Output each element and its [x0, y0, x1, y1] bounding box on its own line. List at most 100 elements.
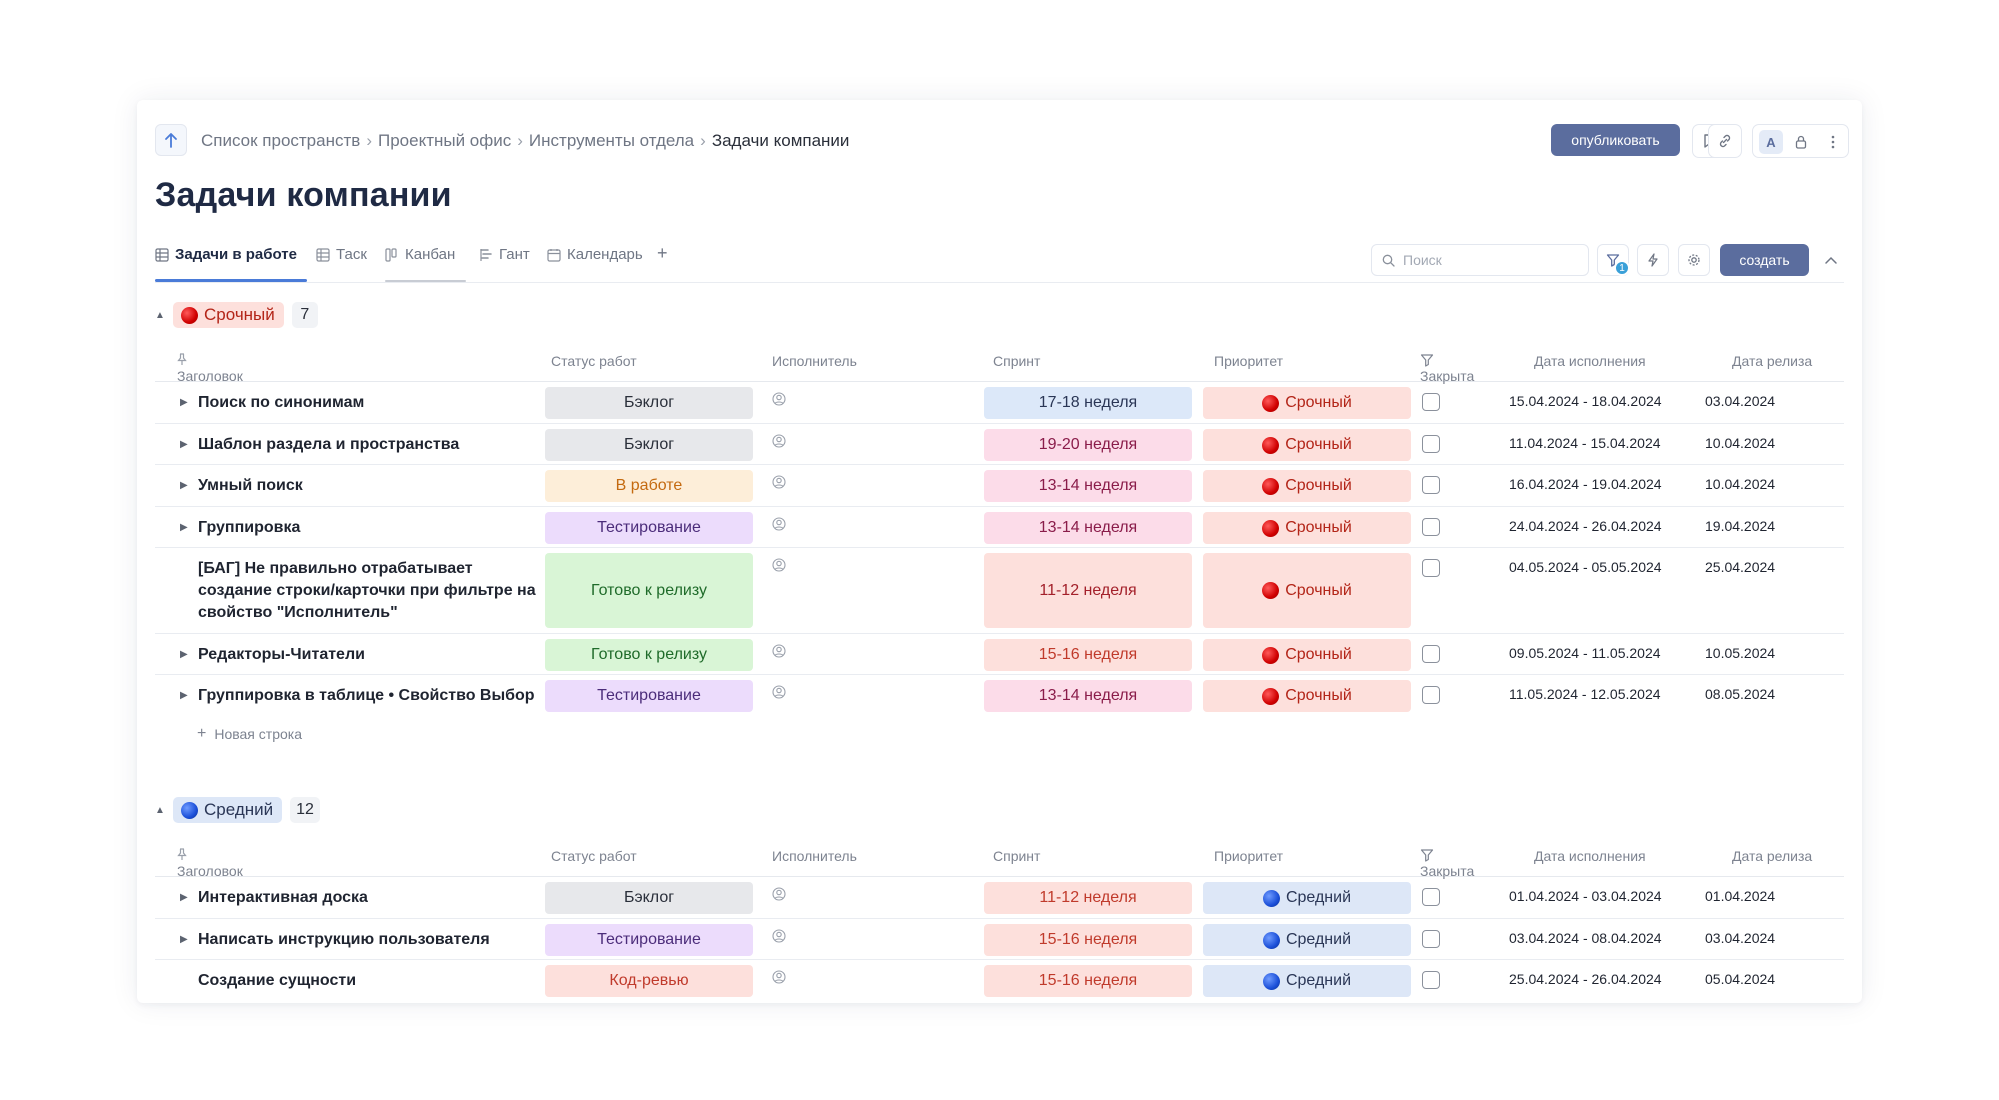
group-header-urgent[interactable]: ▲ Срочный 7 [155, 300, 318, 330]
closed-checkbox[interactable] [1422, 888, 1440, 906]
search-box[interactable] [1371, 244, 1589, 276]
due-date[interactable]: 16.04.2024 - 19.04.2024 [1509, 476, 1662, 492]
priority-badge[interactable]: Срочный [1203, 387, 1411, 419]
status-badge[interactable]: Готово к релизу [545, 639, 753, 671]
col-sprint[interactable]: Спринт [993, 848, 1041, 864]
task-title[interactable]: Умный поиск [198, 477, 303, 494]
table-row[interactable]: ▶ Поиск по синонимам Бэклог 17-18 неделя… [155, 382, 1844, 424]
release-date[interactable]: 10.04.2024 [1705, 435, 1776, 451]
status-badge[interactable]: Код-ревью [545, 965, 753, 997]
release-date[interactable]: 19.04.2024 [1705, 518, 1776, 534]
release-date[interactable]: 03.04.2024 [1705, 393, 1776, 409]
lock-button[interactable] [1789, 130, 1813, 154]
settings-button[interactable] [1678, 244, 1710, 276]
sprint-badge[interactable]: 11-12 неделя [984, 553, 1192, 628]
user-icon[interactable] [772, 970, 786, 984]
release-date[interactable]: 08.05.2024 [1705, 686, 1776, 702]
priority-badge[interactable]: Срочный [1203, 680, 1411, 712]
task-title[interactable]: Редакторы-Читатели [198, 646, 365, 663]
table-row[interactable]: ▶ Умный поиск В работе 13-14 неделя Сроч… [155, 465, 1844, 507]
expand-row-icon[interactable]: ▶ [180, 397, 188, 408]
col-priority[interactable]: Приоритет [1214, 848, 1284, 864]
col-status[interactable]: Статус работ [551, 353, 637, 369]
closed-checkbox[interactable] [1422, 393, 1440, 411]
sprint-badge[interactable]: 15-16 неделя [984, 965, 1192, 997]
status-badge[interactable]: Готово к релизу [545, 553, 753, 628]
expand-row-icon[interactable]: ▶ [180, 522, 188, 533]
table-row[interactable]: ▶ Интерактивная доска Бэклог 11-12 недел… [155, 877, 1844, 919]
user-icon[interactable] [772, 475, 786, 489]
tab-kanban[interactable]: Канбан [385, 238, 466, 282]
due-date[interactable]: 11.04.2024 - 15.04.2024 [1509, 435, 1661, 451]
sprint-badge[interactable]: 11-12 неделя [984, 882, 1192, 914]
filter-icon[interactable] [1420, 353, 1434, 367]
status-badge[interactable]: Бэклог [545, 387, 753, 419]
col-sprint[interactable]: Спринт [993, 353, 1041, 369]
priority-badge[interactable]: Срочный [1203, 553, 1411, 628]
collapse-button[interactable] [1821, 250, 1841, 270]
task-title[interactable]: [БАГ] Не правильно отрабатывает создание… [198, 560, 536, 621]
col-priority[interactable]: Приоритет [1214, 353, 1284, 369]
new-row-button[interactable]: + Новая строка [197, 725, 302, 743]
status-badge[interactable]: В работе [545, 470, 753, 502]
sprint-badge[interactable]: 15-16 неделя [984, 639, 1192, 671]
due-date[interactable]: 04.05.2024 - 05.05.2024 [1509, 559, 1662, 575]
due-date[interactable]: 25.04.2024 - 26.04.2024 [1509, 971, 1662, 987]
col-due-date[interactable]: Дата исполнения [1534, 848, 1646, 864]
table-row[interactable]: ▶ Шаблон раздела и пространства Бэклог 1… [155, 424, 1844, 465]
tab-calendar[interactable]: Календарь [547, 238, 643, 282]
closed-checkbox[interactable] [1422, 435, 1440, 453]
breadcrumb-item[interactable]: Инструменты отдела [528, 131, 695, 150]
user-icon[interactable] [772, 558, 786, 572]
release-date[interactable]: 01.04.2024 [1705, 888, 1776, 904]
col-release-date[interactable]: Дата релиза [1732, 848, 1813, 864]
release-date[interactable]: 05.04.2024 [1705, 971, 1776, 987]
sprint-badge[interactable]: 15-16 неделя [984, 924, 1192, 956]
expand-row-icon[interactable]: ▶ [180, 439, 188, 450]
closed-checkbox[interactable] [1422, 645, 1440, 663]
status-badge[interactable]: Бэклог [545, 882, 753, 914]
expand-row-icon[interactable]: ▶ [180, 480, 188, 491]
closed-checkbox[interactable] [1422, 559, 1440, 577]
tab-tasks-in-progress[interactable]: Задачи в работе [155, 238, 307, 282]
table-row[interactable]: ▶ Редакторы-Читатели Готово к релизу 15-… [155, 634, 1844, 675]
closed-checkbox[interactable] [1422, 971, 1440, 989]
task-title[interactable]: Написать инструкцию пользователя [198, 931, 490, 948]
tab-gantt[interactable]: Гант [479, 238, 530, 282]
col-release-date[interactable]: Дата релиза [1732, 353, 1813, 369]
more-menu-button[interactable] [1821, 130, 1845, 154]
copy-link-button[interactable] [1708, 124, 1742, 158]
expand-row-icon[interactable]: ▶ [180, 892, 188, 903]
col-title[interactable]: Заголовок [177, 848, 243, 879]
sprint-badge[interactable]: 13-14 неделя [984, 470, 1192, 502]
due-date[interactable]: 01.04.2024 - 03.04.2024 [1509, 888, 1662, 904]
release-date[interactable]: 25.04.2024 [1705, 559, 1776, 575]
col-assignee[interactable]: Исполнитель [772, 848, 857, 864]
add-tab-button[interactable]: + [657, 238, 668, 282]
sprint-badge[interactable]: 17-18 неделя [984, 387, 1192, 419]
expand-row-icon[interactable]: ▶ [180, 690, 188, 701]
expand-row-icon[interactable]: ▶ [180, 934, 188, 945]
status-badge[interactable]: Тестирование [545, 512, 753, 544]
expand-row-icon[interactable]: ▶ [180, 649, 188, 660]
avatar[interactable]: A [1759, 130, 1783, 154]
due-date[interactable]: 15.04.2024 - 18.04.2024 [1509, 393, 1662, 409]
breadcrumb-item[interactable]: Список пространств [201, 131, 361, 150]
table-row[interactable]: ▶ Группировка Тестирование 13-14 неделя … [155, 507, 1844, 548]
user-icon[interactable] [772, 887, 786, 901]
publish-button[interactable]: опубликовать [1551, 124, 1680, 156]
user-icon[interactable] [772, 929, 786, 943]
priority-badge[interactable]: Срочный [1203, 639, 1411, 671]
user-icon[interactable] [772, 434, 786, 448]
priority-badge[interactable]: Средний [1203, 924, 1411, 956]
due-date[interactable]: 11.05.2024 - 12.05.2024 [1509, 686, 1661, 702]
release-date[interactable]: 10.04.2024 [1705, 476, 1776, 492]
table-row[interactable]: ▶ Группировка в таблице • Свойство Выбор… [155, 675, 1844, 717]
priority-badge[interactable]: Средний [1203, 965, 1411, 997]
sprint-badge[interactable]: 13-14 неделя [984, 512, 1192, 544]
task-title[interactable]: Поиск по синонимам [198, 394, 365, 411]
status-badge[interactable]: Бэклог [545, 429, 753, 461]
table-row[interactable]: [БАГ] Не правильно отрабатывает создание… [155, 548, 1844, 634]
closed-checkbox[interactable] [1422, 518, 1440, 536]
priority-badge[interactable]: Срочный [1203, 470, 1411, 502]
